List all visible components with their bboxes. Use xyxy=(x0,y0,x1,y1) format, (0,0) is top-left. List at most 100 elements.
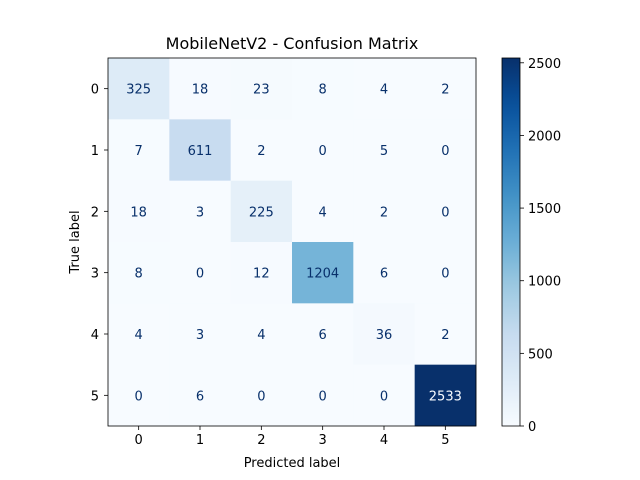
cell-value-2-4: 2 xyxy=(380,205,388,220)
matrix-cell-4-2 xyxy=(230,303,293,365)
cell-value-3-2: 12 xyxy=(253,267,270,282)
cell-value-4-3: 6 xyxy=(319,328,327,343)
matrix-cell-1-5 xyxy=(414,119,477,181)
cell-value-4-1: 3 xyxy=(196,328,204,343)
matrix-cell-4-3 xyxy=(292,303,354,365)
matrix-cell-0-5 xyxy=(414,58,477,120)
cell-value-0-3: 8 xyxy=(319,83,327,98)
matrix-cell-1-0 xyxy=(108,119,170,181)
colorbar-tick-label: 500 xyxy=(528,347,553,362)
matrix-cell-2-2 xyxy=(230,180,293,243)
colorbar-tick-label: 0 xyxy=(528,420,536,435)
cell-value-4-2: 4 xyxy=(257,328,265,343)
cell-value-1-0: 7 xyxy=(135,144,143,159)
matrix-cell-1-1 xyxy=(169,119,231,181)
matrix-cell-3-1 xyxy=(169,242,231,304)
cell-value-3-1: 0 xyxy=(196,267,204,282)
cell-value-1-2: 2 xyxy=(257,144,265,159)
y-tick-label: 3 xyxy=(91,267,99,282)
matrix-cell-2-3 xyxy=(292,180,354,243)
y-axis-ticks: 0 1 2 3 4 5 xyxy=(91,83,108,404)
matrix-cell-4-1 xyxy=(169,303,231,365)
matrix-cell-0-4 xyxy=(353,58,415,120)
matrix-cell-3-4 xyxy=(353,242,415,304)
cell-value-0-0: 325 xyxy=(126,83,151,98)
cell-value-2-0: 18 xyxy=(130,205,147,220)
matrix-cell-2-5 xyxy=(414,180,477,243)
cell-value-5-1: 6 xyxy=(196,389,204,404)
matrix-cell-5-5 xyxy=(414,364,477,427)
x-tick-label: 2 xyxy=(257,433,265,448)
x-tick-label: 1 xyxy=(196,433,204,448)
cell-value-5-4: 0 xyxy=(380,389,388,404)
y-tick-label: 4 xyxy=(91,328,99,343)
matrix-cell-5-2 xyxy=(230,364,293,427)
cell-value-2-3: 4 xyxy=(319,205,327,220)
cell-value-2-1: 3 xyxy=(196,205,204,220)
matrix-cell-labels: 325 18 23 8 4 2 7 611 2 0 5 0 18 3 225 4 2 0 8 0 12 1204 6 0 4 3 4… xyxy=(126,83,462,405)
y-axis-label: True label xyxy=(68,210,83,274)
colorbar-ticks: 0 500 1000 1500 2000 2500 xyxy=(520,57,561,435)
colorbar-tick-label: 1000 xyxy=(528,275,561,290)
cell-value-5-5: 2533 xyxy=(429,389,462,404)
matrix-cell-4-5 xyxy=(414,303,477,365)
cell-value-1-5: 0 xyxy=(441,144,449,159)
matrix-cells xyxy=(108,58,477,427)
chart-title: MobileNetV2 - Confusion Matrix xyxy=(166,34,419,53)
matrix-cell-3-0 xyxy=(108,242,170,304)
matrix-cell-2-4 xyxy=(353,180,415,243)
matrix-cell-0-1 xyxy=(169,58,231,120)
matrix-cell-2-0 xyxy=(108,180,170,243)
cell-value-4-0: 4 xyxy=(135,328,143,343)
colorbar-tick-label: 1500 xyxy=(528,202,561,217)
cell-value-1-3: 0 xyxy=(319,144,327,159)
cell-value-0-1: 18 xyxy=(192,83,209,98)
cell-value-3-5: 0 xyxy=(441,267,449,282)
x-tick-label: 3 xyxy=(319,433,327,448)
cell-value-3-3: 1204 xyxy=(306,267,339,282)
cell-value-0-4: 4 xyxy=(380,83,388,98)
cell-value-5-0: 0 xyxy=(135,389,143,404)
x-tick-label: 4 xyxy=(380,433,388,448)
matrix-cell-1-2 xyxy=(230,119,293,181)
colorbar xyxy=(501,57,521,427)
y-tick-label: 2 xyxy=(91,205,99,220)
matrix-frame xyxy=(107,57,477,427)
matrix-cell-1-3 xyxy=(292,119,354,181)
y-tick-label: 0 xyxy=(91,83,99,98)
x-tick-label: 5 xyxy=(441,433,449,448)
y-tick-label: 1 xyxy=(91,144,99,159)
cell-value-2-2: 225 xyxy=(249,205,274,220)
cell-value-1-4: 5 xyxy=(380,144,388,159)
matrix-cell-5-4 xyxy=(353,364,415,427)
cell-value-4-5: 2 xyxy=(441,328,449,343)
cell-value-4-4: 36 xyxy=(376,328,393,343)
matrix-cell-0-0 xyxy=(108,58,170,120)
matrix-cell-3-5 xyxy=(414,242,477,304)
cell-value-1-1: 611 xyxy=(188,144,213,159)
cell-value-0-2: 23 xyxy=(253,83,270,98)
y-tick-label: 5 xyxy=(91,389,99,404)
matrix-cell-3-2 xyxy=(230,242,293,304)
matrix-cell-2-1 xyxy=(169,180,231,243)
cell-value-2-5: 0 xyxy=(441,205,449,220)
cell-value-0-5: 2 xyxy=(441,83,449,98)
matrix-cell-0-2 xyxy=(230,58,293,120)
x-tick-label: 0 xyxy=(135,433,143,448)
matrix-cell-3-3 xyxy=(292,242,354,304)
x-axis-ticks: 0 1 2 3 4 5 xyxy=(135,426,449,448)
x-axis-label: Predicted label xyxy=(244,456,341,471)
colorbar-tick-label: 2500 xyxy=(528,57,561,72)
colorbar-tick-label: 2000 xyxy=(528,129,561,144)
matrix-cell-4-0 xyxy=(108,303,170,365)
matrix-cell-0-3 xyxy=(292,58,354,120)
matrix-cell-5-3 xyxy=(292,364,354,427)
cell-value-5-2: 0 xyxy=(257,389,265,404)
matrix-cell-4-4 xyxy=(353,303,415,365)
cell-value-3-4: 6 xyxy=(380,267,388,282)
matrix-cell-1-4 xyxy=(353,119,415,181)
matrix-cell-5-0 xyxy=(108,364,170,427)
cell-value-5-3: 0 xyxy=(319,389,327,404)
cell-value-3-0: 8 xyxy=(135,267,143,282)
